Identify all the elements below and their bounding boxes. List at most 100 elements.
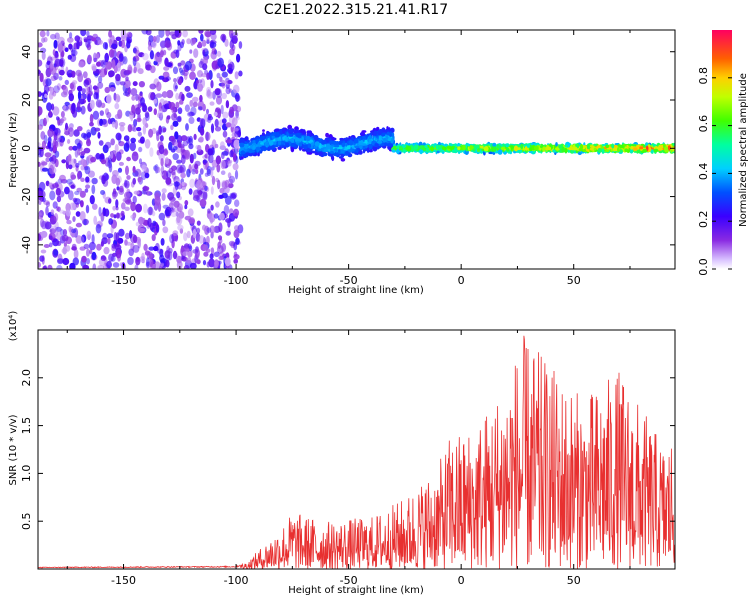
noise-blob (139, 256, 146, 262)
signal-blob (290, 147, 295, 153)
noise-blob (71, 232, 75, 238)
noise-blob (118, 161, 124, 166)
noise-blob (162, 127, 167, 133)
noise-blob (44, 152, 52, 158)
noise-blob (67, 37, 74, 43)
noise-blob (56, 240, 62, 246)
noise-blob (64, 47, 69, 52)
signal-blob (245, 152, 249, 158)
noise-blob (100, 212, 105, 222)
noise-blob (222, 130, 228, 138)
noise-blob (168, 141, 173, 151)
signal-blob (619, 149, 623, 153)
noise-blob (118, 122, 126, 127)
noise-blob (65, 209, 71, 217)
signal-blob (396, 148, 400, 154)
noise-blob (172, 250, 178, 260)
noise-blob (159, 258, 166, 264)
noise-blob (211, 47, 217, 55)
noise-blob (220, 141, 225, 149)
noise-blob (165, 177, 172, 185)
noise-blob (104, 52, 109, 63)
noise-blob (223, 204, 230, 215)
noise-blob (47, 141, 52, 149)
noise-blob (207, 208, 211, 214)
noise-blob (133, 68, 137, 74)
signal-blob (267, 138, 270, 142)
noise-blob (89, 121, 94, 127)
noise-blob (176, 164, 183, 174)
noise-blob (214, 118, 219, 128)
snr-axes: -150 -100 -50 0 50 0.5 1.0 1.5 2.0 (20, 330, 675, 587)
noise-blob (202, 49, 206, 56)
noise-blob (106, 233, 114, 239)
noise-blob (38, 233, 42, 242)
noise-blob (76, 187, 82, 193)
noise-blob (80, 105, 86, 115)
signal-blob (419, 145, 423, 150)
signal-blob (473, 145, 479, 150)
signal-blob (462, 144, 466, 151)
signal-blob (534, 145, 539, 151)
noise-blob (105, 61, 109, 72)
noise-blob (108, 49, 115, 58)
noise-blob (41, 140, 47, 150)
noise-blob (175, 101, 180, 109)
noise-blob (91, 234, 95, 244)
noise-blob (151, 127, 157, 134)
signal-blob (240, 156, 244, 160)
noise-blob (41, 167, 49, 172)
noise-blob (192, 249, 199, 254)
noise-blob (201, 39, 207, 47)
noise-blob (138, 228, 146, 233)
noise-blob (186, 92, 193, 98)
noise-blob (43, 264, 48, 269)
noise-blob (74, 198, 81, 205)
noise-blob (125, 199, 132, 205)
noise-blob (126, 31, 132, 38)
spectrogram-x-tick-label: 50 (567, 274, 581, 287)
noise-blob (149, 147, 154, 158)
signal-blob (348, 140, 354, 146)
noise-blob (221, 243, 227, 252)
noise-blob (189, 178, 196, 188)
noise-blob (182, 30, 189, 38)
noise-blob (52, 90, 57, 97)
noise-blob (225, 122, 232, 128)
noise-blob (109, 87, 116, 92)
noise-blob (108, 70, 115, 77)
signal-blob (262, 129, 265, 132)
noise-blob (232, 208, 240, 217)
noise-blob (125, 165, 129, 176)
signal-blob (430, 146, 434, 152)
signal-blob (506, 147, 510, 152)
snr-x-tick-label: 0 (458, 574, 465, 587)
snr-y-multiplier: (x10⁴) (8, 311, 19, 342)
noise-blob (169, 196, 176, 202)
noise-blob (172, 146, 178, 151)
signal-blob (441, 146, 447, 151)
noise-blob (48, 235, 53, 240)
noise-blob (60, 111, 65, 118)
signal-blob (413, 145, 419, 150)
noise-blob (71, 102, 76, 112)
noise-blob (119, 125, 125, 132)
signal-blob (377, 140, 383, 144)
noise-blob (160, 41, 167, 49)
noise-blob (115, 36, 122, 41)
noise-blob (206, 165, 212, 175)
colorbar-tick-label: 0.0 (697, 258, 710, 276)
snr-y-tick-label: 0.5 (20, 512, 33, 530)
signal-blob (359, 131, 366, 137)
noise-blob (193, 189, 200, 199)
noise-blob (114, 144, 119, 153)
noise-blob (86, 138, 91, 147)
noise-blob (48, 110, 52, 117)
noise-blob (50, 33, 57, 40)
noise-blob (196, 259, 201, 265)
noise-blob (51, 103, 55, 111)
signal-blob (513, 150, 516, 154)
signal-blob (358, 138, 362, 141)
noise-blob (194, 163, 199, 170)
noise-blob (77, 171, 81, 180)
